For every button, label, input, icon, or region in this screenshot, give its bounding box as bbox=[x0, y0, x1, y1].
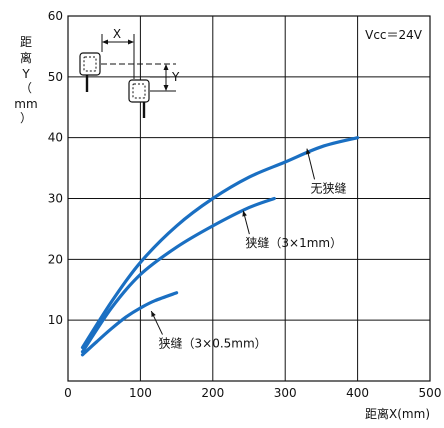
y-dim-arrow-top bbox=[163, 64, 169, 70]
x-tick-label: 400 bbox=[346, 386, 369, 400]
x-axis-label: 距离X(mm) bbox=[365, 406, 430, 421]
series-line-0 bbox=[80, 136, 360, 350]
sensor-2 bbox=[128, 79, 150, 103]
x-tick-label: 300 bbox=[274, 386, 297, 400]
x-dim-arrow-left bbox=[102, 39, 108, 45]
x-tick-label: 100 bbox=[129, 386, 152, 400]
series-line-2 bbox=[80, 291, 179, 357]
y-tick-label: 50 bbox=[48, 70, 63, 84]
y-tick-label: 20 bbox=[48, 252, 63, 266]
x-dim-arrow-right bbox=[128, 39, 134, 45]
y-axis-label-part: 距 bbox=[20, 35, 32, 49]
y-tick-label: 30 bbox=[48, 192, 63, 206]
sensor-2-window bbox=[132, 83, 146, 99]
series-label-1: 狭缝（3×1mm） bbox=[245, 235, 342, 250]
plot-frame bbox=[67, 15, 431, 382]
label-arrowhead-2 bbox=[151, 311, 156, 318]
y-axis-label-part: （ bbox=[20, 81, 32, 95]
sensor-1 bbox=[79, 52, 101, 76]
sensor-1-window bbox=[83, 56, 97, 72]
y-axis-label-part: Y bbox=[21, 67, 30, 81]
y-tick-label: 10 bbox=[48, 313, 63, 327]
x-tick-label: 200 bbox=[201, 386, 224, 400]
y-dim-label: Y bbox=[171, 70, 180, 84]
sensor-position-diagram: XY bbox=[79, 27, 180, 118]
x-tick-label: 0 bbox=[64, 386, 72, 400]
label-arrowhead-0 bbox=[305, 148, 311, 155]
tick-labels: 0 100 200 300 400 500 10 20 30 40 50 60 bbox=[48, 9, 442, 400]
x-dim-label: X bbox=[113, 27, 121, 41]
series-line-1 bbox=[80, 196, 276, 354]
x-tick-label: 500 bbox=[419, 386, 442, 400]
y-tick-label: 60 bbox=[48, 9, 63, 23]
grid bbox=[68, 16, 430, 381]
y-axis-label-part: ） bbox=[20, 111, 32, 125]
y-axis-label: 距离Y（ mm） bbox=[14, 35, 37, 125]
curves bbox=[80, 136, 360, 357]
y-axis-label-part: mm bbox=[14, 97, 37, 111]
series-label-0: 无狭缝 bbox=[311, 180, 347, 195]
supply-voltage-annotation: Vcc＝24V bbox=[365, 28, 423, 42]
y-dim-arrow-bottom bbox=[163, 85, 169, 91]
y-axis-label-part: 离 bbox=[20, 50, 32, 65]
series-label-2: 狭缝（3×0.5mm） bbox=[159, 336, 267, 351]
label-arrowhead-1 bbox=[242, 210, 247, 217]
y-tick-label: 40 bbox=[48, 131, 63, 145]
